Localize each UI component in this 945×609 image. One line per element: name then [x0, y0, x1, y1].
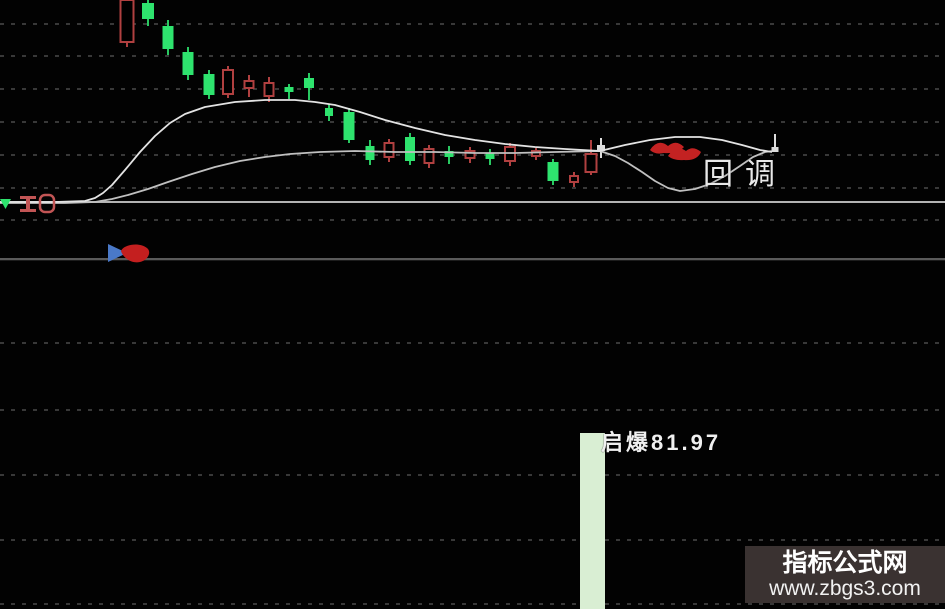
candle-body-up: [485, 153, 495, 159]
sell-arrow-marker: [0, 199, 11, 209]
candle-body-up: [444, 151, 454, 157]
candle-body-down: [383, 142, 395, 158]
pullback-signal-marker: [650, 142, 701, 161]
candle-body-down: [464, 150, 476, 159]
candle-body-flat: [771, 147, 779, 152]
candle-body-up: [365, 146, 375, 160]
candle-body-down: [584, 153, 598, 173]
logo-red-shape-icon: [121, 244, 150, 263]
ma-slow-line: [0, 150, 773, 204]
candle-body-up: [325, 108, 333, 116]
candle-body-down: [531, 150, 541, 157]
candle-body-down: [423, 148, 435, 164]
candle-body-up: [162, 26, 174, 49]
candle-body-up: [304, 78, 314, 88]
candle-body-up: [182, 52, 194, 75]
candle-body-down: [119, 0, 135, 43]
candle-body-down: [504, 146, 516, 162]
candle-body-up: [142, 3, 154, 19]
watermark: 指标公式网 www.zbgs3.com: [745, 546, 945, 603]
ignition-label: 启爆81.97: [601, 430, 722, 455]
candle-body-down: [243, 80, 255, 89]
tiny-hollow-candle-marker: [38, 193, 56, 214]
tiny-doji-candle-marker: [20, 196, 36, 212]
candle-body-down: [569, 175, 579, 183]
candle-body-up: [284, 87, 294, 92]
ma-fast-line: [0, 99, 773, 203]
pullback-label: 回调: [703, 158, 787, 191]
candle-body-down: [263, 82, 275, 97]
candle-body-up: [405, 137, 415, 161]
candle-body-down: [222, 69, 234, 95]
logo-blue-triangle-icon: [108, 244, 127, 262]
watermark-site-name: 指标公式网: [782, 548, 908, 577]
candle-body-up: [203, 74, 215, 95]
candle-body-up: [343, 112, 355, 140]
candle-body-up: [547, 162, 559, 181]
signal-bar: [580, 433, 605, 609]
watermark-site-url: www.zbgs3.com: [769, 576, 921, 600]
